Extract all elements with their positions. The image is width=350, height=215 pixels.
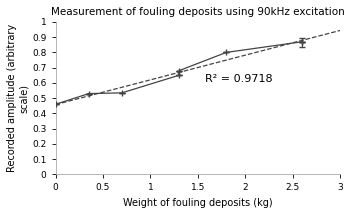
Text: R² = 0.9718: R² = 0.9718 <box>205 74 273 84</box>
Y-axis label: Recorded amplitude (arbitrary
scale): Recorded amplitude (arbitrary scale) <box>7 24 29 172</box>
Title: Measurement of fouling deposits using 90kHz excitation: Measurement of fouling deposits using 90… <box>51 7 345 17</box>
X-axis label: Weight of fouling deposits (kg): Weight of fouling deposits (kg) <box>123 198 273 208</box>
